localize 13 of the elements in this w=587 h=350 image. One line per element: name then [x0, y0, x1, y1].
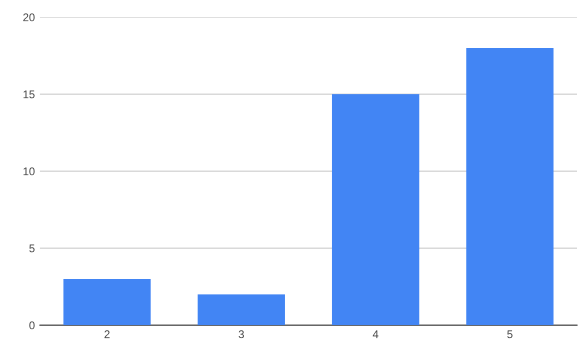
bar [466, 48, 554, 326]
y-tick-label: 10 [24, 167, 35, 176]
x-tick-label: 5 [507, 330, 513, 338]
x-tick-label: 2 [104, 330, 110, 338]
y-tick-label: 15 [24, 90, 35, 98]
x-tick-label: 4 [372, 330, 378, 338]
bar [63, 278, 151, 326]
x-tick-label: 3 [238, 330, 244, 338]
y-tick-label: 20 [23, 13, 35, 22]
bar [198, 294, 285, 326]
bar [332, 94, 420, 326]
y-tick-label: 0 [29, 321, 35, 330]
y-tick-label: 5 [29, 244, 35, 252]
